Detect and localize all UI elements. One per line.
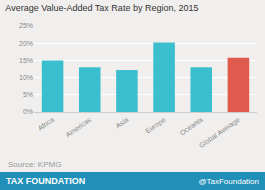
svg-text:Asia: Asia xyxy=(114,116,129,130)
svg-text:5%: 5% xyxy=(23,91,33,98)
svg-text:Europe: Europe xyxy=(144,116,167,136)
svg-text:10%: 10% xyxy=(19,74,33,81)
svg-text:25%: 25% xyxy=(19,22,33,29)
svg-text:Oceania: Oceania xyxy=(178,116,203,137)
svg-text:Americas: Americas xyxy=(64,116,92,139)
html-text:TAX FOUNDATION: TAX FOUNDATION xyxy=(6,176,86,186)
svg-text:0%: 0% xyxy=(23,108,33,115)
html-text:Source: KPMG: Source: KPMG xyxy=(8,160,62,169)
svg-text:Average Value-Added Tax Rate b: Average Value-Added Tax Rate by Region, … xyxy=(5,3,198,13)
svg-text:Africa: Africa xyxy=(36,116,55,132)
html-text:@TaxFoundation: @TaxFoundation xyxy=(198,176,259,186)
svg-text:Global Average: Global Average xyxy=(198,116,242,150)
svg-text:15%: 15% xyxy=(19,57,33,64)
svg-text:20%: 20% xyxy=(19,40,33,47)
